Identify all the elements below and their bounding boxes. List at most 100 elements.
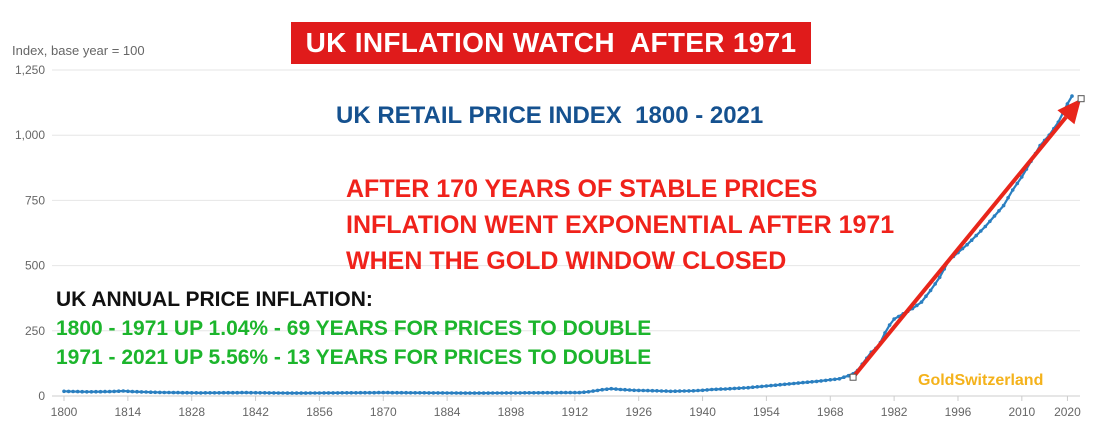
x-tick-label: 1800 <box>51 405 78 419</box>
data-point <box>148 390 153 395</box>
data-point <box>737 386 741 391</box>
data-point <box>837 377 842 381</box>
data-point <box>545 390 550 395</box>
data-point <box>527 391 531 395</box>
data-point <box>418 391 422 395</box>
data-point <box>285 391 290 395</box>
data-point <box>750 385 755 390</box>
data-point <box>500 391 504 395</box>
data-point <box>965 242 969 247</box>
data-point <box>395 390 399 395</box>
data-point <box>199 391 203 395</box>
data-point <box>559 390 563 395</box>
data-point <box>773 383 778 388</box>
data-point <box>322 391 326 395</box>
y-axis-ticks: 0 250 500 750 1,000 1,250 <box>15 63 45 403</box>
data-point <box>126 389 130 394</box>
data-point <box>532 391 536 395</box>
data-point <box>116 389 121 394</box>
y-tick-label: 500 <box>25 259 45 273</box>
data-point <box>1010 188 1015 192</box>
data-point <box>755 385 760 389</box>
x-tick-label: 1996 <box>945 405 972 419</box>
data-point <box>98 389 103 394</box>
x-tick-label: 1926 <box>625 405 652 419</box>
data-point <box>171 390 176 395</box>
data-point <box>974 233 978 238</box>
annotation-line: INFLATION WENT EXPONENTIAL AFTER 1971 <box>346 211 895 239</box>
stats-line: 1971 - 2021 UP 5.56% - 13 YEARS FOR PRIC… <box>56 346 652 369</box>
data-point <box>363 390 367 395</box>
data-point <box>792 381 796 386</box>
data-point <box>445 391 449 395</box>
data-point <box>522 391 527 395</box>
y-tick-label: 1,000 <box>15 128 45 142</box>
data-point <box>732 386 737 391</box>
data-point <box>673 389 677 394</box>
data-point <box>541 390 545 395</box>
data-point <box>833 377 837 382</box>
data-point <box>75 389 80 394</box>
data-point <box>244 390 249 395</box>
data-point <box>303 391 308 395</box>
data-point <box>687 389 691 393</box>
data-point <box>600 387 604 392</box>
data-point <box>928 288 933 293</box>
arrow-head <box>1057 98 1082 125</box>
data-point <box>427 391 431 395</box>
data-point <box>162 390 167 395</box>
data-point <box>719 387 723 391</box>
data-point <box>778 382 782 387</box>
data-point <box>937 275 942 280</box>
data-point <box>892 317 896 321</box>
data-point <box>249 390 253 395</box>
data-point <box>614 387 618 391</box>
data-point <box>176 390 180 395</box>
data-point <box>887 323 892 327</box>
data-point <box>158 390 162 395</box>
data-point <box>1065 102 1070 106</box>
x-tick-label: 1828 <box>178 405 205 419</box>
data-point <box>367 390 372 395</box>
data-point <box>440 391 445 395</box>
data-point <box>1001 203 1006 208</box>
x-tick-label: 1940 <box>689 405 716 419</box>
x-tick-label: 1898 <box>498 405 525 419</box>
y-tick-label: 0 <box>38 389 45 403</box>
data-point <box>883 331 887 335</box>
data-point <box>107 389 112 394</box>
data-point <box>924 294 928 299</box>
data-point <box>89 390 94 394</box>
data-point <box>627 388 632 392</box>
data-point <box>632 388 636 393</box>
data-point <box>194 391 199 395</box>
data-point <box>801 380 805 385</box>
data-point <box>62 389 66 394</box>
data-point <box>636 388 641 393</box>
data-point <box>71 389 75 394</box>
x-tick-label: 1870 <box>370 405 397 419</box>
data-point <box>231 390 235 395</box>
data-point <box>655 389 659 393</box>
data-point <box>1070 94 1074 98</box>
data-point <box>290 391 294 395</box>
data-point <box>915 303 919 308</box>
data-point <box>609 386 614 391</box>
data-point <box>413 391 418 395</box>
data-point <box>449 391 454 395</box>
data-point <box>463 391 468 395</box>
data-point <box>340 391 345 395</box>
data-point <box>80 389 84 394</box>
data-point <box>782 382 787 387</box>
data-point <box>992 214 997 218</box>
data-point <box>472 391 477 395</box>
data-point <box>677 389 682 393</box>
data-point <box>988 219 992 224</box>
data-point <box>349 391 354 395</box>
data-point <box>167 390 171 395</box>
x-tick-label: 1842 <box>242 405 269 419</box>
data-point <box>664 389 668 393</box>
data-point <box>454 391 459 395</box>
data-point <box>819 379 823 383</box>
